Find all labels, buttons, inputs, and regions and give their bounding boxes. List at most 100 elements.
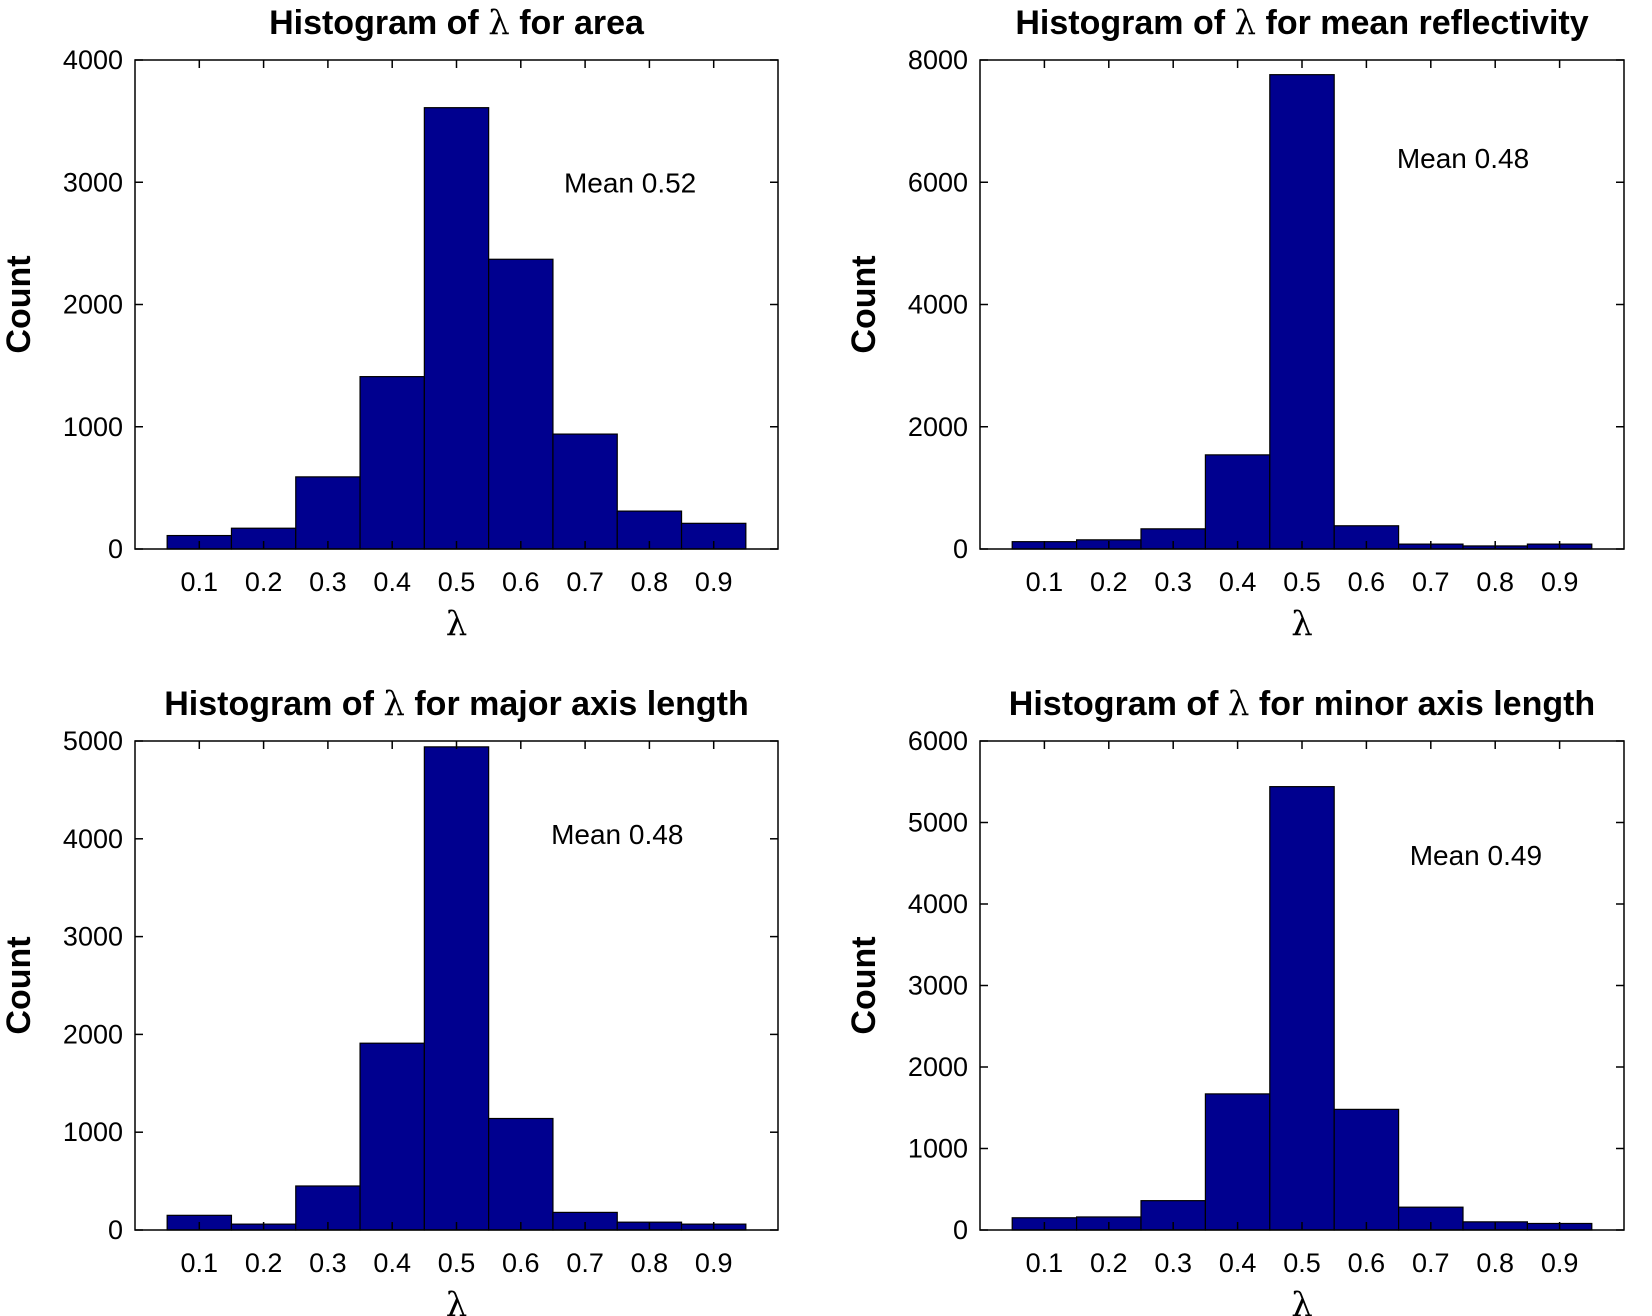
x-axis-label: λ	[1291, 1285, 1313, 1316]
histogram-bar	[1204, 1093, 1271, 1231]
x-tick-label: 0.6	[1348, 567, 1386, 597]
x-tick-label: 0.8	[631, 567, 669, 597]
y-axis-label: Count	[0, 255, 38, 353]
x-tick-label: 0.1	[181, 1248, 219, 1278]
y-axis-label: Count	[845, 936, 883, 1034]
x-tick-label: 0.9	[695, 567, 733, 597]
y-tick-label: 2000	[908, 412, 968, 442]
y-tick-label: 0	[953, 534, 968, 564]
histogram-bar	[488, 258, 554, 550]
title-lambda-symbol: λ	[488, 3, 510, 43]
x-tick-label: 0.9	[695, 1248, 733, 1278]
x-axis-label: λ	[1291, 604, 1313, 644]
x-tick-label: 0.2	[1090, 1248, 1128, 1278]
y-tick-label: 3000	[908, 971, 968, 1001]
x-tick-label: 0.2	[245, 1248, 283, 1278]
mean-annotation: Mean 0.49	[1410, 840, 1542, 871]
histogram-panel-1: 0 1000 2000 3000 4000 0.1 0.2 0.3 0.4 0.5 0.6 0.7 0.…	[0, 3, 779, 644]
title-lambda-symbol: λ	[383, 684, 405, 724]
x-tick-label: 0.5	[438, 567, 476, 597]
x-tick-label: 0.4	[1219, 567, 1257, 597]
x-tick-label: 0.2	[245, 567, 283, 597]
y-tick-label: 5000	[908, 808, 968, 838]
y-tick-label: 0	[108, 534, 123, 564]
x-tick-label: 0.1	[1026, 1248, 1064, 1278]
x-tick-label: 0.5	[438, 1248, 476, 1278]
title-prefix: Histogram of	[1009, 685, 1228, 723]
x-tick-label: 0.7	[566, 567, 604, 597]
x-tick-label: 0.5	[1283, 1248, 1321, 1278]
x-tick-label: 0.8	[1476, 1248, 1514, 1278]
histogram-panel-2: 0 2000 4000 6000 8000 0.1 0.2 0.3 0.4 0.5 0.6 0.7 0.…	[845, 3, 1625, 644]
y-tick-label: 4000	[908, 290, 968, 320]
y-tick-label: 0	[108, 1215, 123, 1245]
histogram-bar	[359, 1042, 425, 1231]
x-tick-label: 0.7	[566, 1248, 604, 1278]
y-tick-label: 0	[953, 1215, 968, 1245]
title-suffix: for mean reflectivity	[1256, 4, 1589, 42]
title-lambda-symbol: λ	[1228, 684, 1250, 724]
y-tick-label: 4000	[63, 824, 123, 854]
x-tick-label: 0.4	[373, 1248, 411, 1278]
chart-title: Histogram of λ for minor axis length	[1009, 684, 1595, 724]
title-suffix: for area	[510, 4, 645, 42]
x-tick-label: 0.3	[1154, 1248, 1192, 1278]
title-prefix: Histogram of	[269, 4, 488, 42]
x-tick-label: 0.6	[502, 567, 540, 597]
chart-title: Histogram of λ for area	[269, 3, 645, 43]
title-suffix: for major axis length	[405, 685, 749, 723]
x-tick-label: 0.5	[1283, 567, 1321, 597]
y-axis-label: Count	[845, 255, 883, 353]
y-tick-label: 3000	[63, 922, 123, 952]
x-axis-label: λ	[446, 604, 468, 644]
chart-title: Histogram of λ for mean reflectivity	[1015, 3, 1588, 43]
x-tick-label: 0.9	[1541, 567, 1579, 597]
x-tick-label: 0.2	[1090, 567, 1128, 597]
y-tick-label: 2000	[63, 1019, 123, 1049]
title-suffix: for minor axis length	[1249, 685, 1595, 723]
x-tick-label: 0.6	[502, 1248, 540, 1278]
histogram-bar	[1269, 786, 1335, 1231]
histogram-bar	[359, 376, 425, 550]
x-tick-label: 0.6	[1348, 1248, 1386, 1278]
y-tick-label: 1000	[63, 412, 123, 442]
y-tick-label: 4000	[63, 45, 123, 75]
x-tick-label: 0.9	[1541, 1248, 1579, 1278]
histogram-bar	[295, 476, 361, 550]
mean-annotation: Mean 0.48	[1397, 143, 1529, 174]
histogram-bar	[552, 433, 618, 550]
y-axis-label: Count	[0, 936, 38, 1034]
y-tick-label: 6000	[908, 726, 968, 756]
y-tick-label: 2000	[908, 1052, 968, 1082]
histogram-bar	[1333, 1108, 1400, 1231]
y-tick-label: 1000	[908, 1134, 968, 1164]
histogram-bar	[1269, 74, 1335, 550]
y-tick-label: 5000	[63, 726, 123, 756]
y-tick-label: 2000	[63, 290, 123, 320]
y-tick-label: 4000	[908, 889, 968, 919]
histogram-bar	[423, 107, 490, 550]
y-tick-label: 1000	[63, 1117, 123, 1147]
y-tick-label: 8000	[908, 45, 968, 75]
x-tick-label: 0.7	[1412, 1248, 1450, 1278]
title-prefix: Histogram of	[164, 685, 383, 723]
x-tick-label: 0.1	[1026, 567, 1064, 597]
x-tick-label: 0.1	[181, 567, 219, 597]
mean-annotation: Mean 0.52	[564, 167, 696, 198]
x-tick-label: 0.4	[373, 567, 411, 597]
x-tick-label: 0.3	[1154, 567, 1192, 597]
x-tick-label: 0.3	[309, 1248, 347, 1278]
mean-annotation: Mean 0.48	[551, 819, 683, 850]
x-tick-label: 0.8	[1476, 567, 1514, 597]
histogram-panel-3: 0 1000 2000 3000 4000 5000 0.1 0.2 0.3 0.4 0.5 0.6 0…	[0, 684, 779, 1316]
chart-title: Histogram of λ for major axis length	[164, 684, 749, 724]
title-prefix: Histogram of	[1015, 4, 1234, 42]
x-axis-label: λ	[446, 1285, 468, 1316]
histogram-bar	[488, 1117, 554, 1231]
title-lambda-symbol: λ	[1235, 3, 1257, 43]
x-tick-label: 0.4	[1219, 1248, 1257, 1278]
x-tick-label: 0.3	[309, 567, 347, 597]
y-tick-label: 6000	[908, 167, 968, 197]
histogram-bar	[423, 746, 490, 1231]
